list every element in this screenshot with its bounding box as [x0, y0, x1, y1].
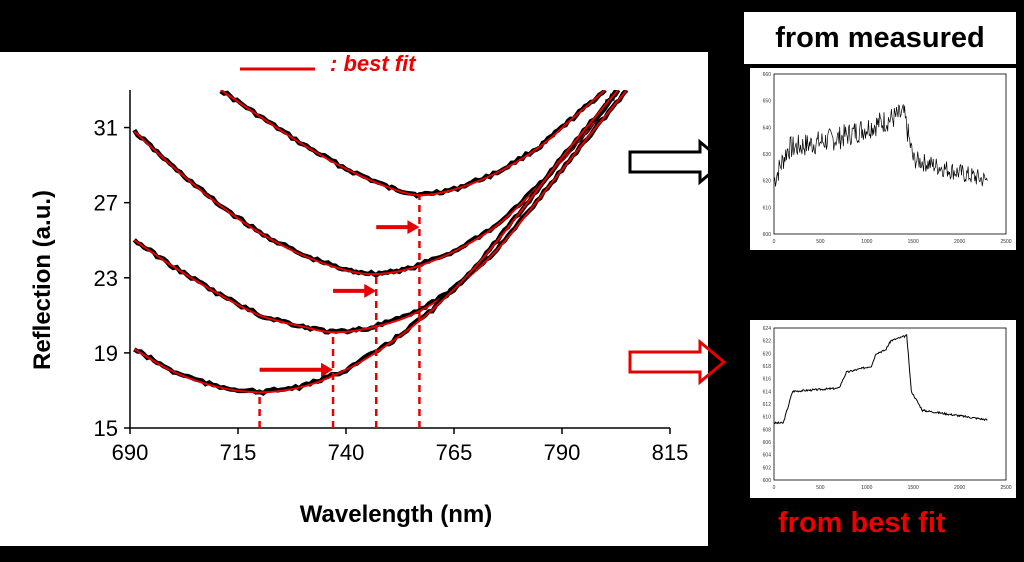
inset-y-tick-label: 608 [763, 427, 772, 433]
inset-measured: 0 500 1000 1500 2000 2500 600 610 620 630 640 650 66… [750, 68, 1016, 250]
inset-y-tick-label: 620 [763, 351, 772, 357]
main-chart-panel: 690 715 740 765 790 815 15 19 23 27 31 : best fit … [0, 52, 708, 546]
x-tick-label: 790 [544, 440, 581, 465]
y-tick-label: 15 [94, 416, 118, 441]
shift-arrow-head-2 [364, 283, 377, 298]
inset-y-tick-label: 624 [763, 326, 772, 332]
inset-plot-frame [773, 73, 1007, 235]
inset-best-fit: 0 500 1000 1500 2000 2500 600 602 604 606 608 610 61… [750, 320, 1016, 498]
y-tick-label: 27 [94, 191, 118, 216]
y-tick-label: 19 [94, 341, 118, 366]
legend-label: : best fit [330, 52, 417, 76]
inset-data-line [773, 104, 988, 187]
inset-x-tick-label: 2500 [1000, 239, 1011, 245]
x-tick-label: 715 [220, 440, 257, 465]
inset-y-tick-label: 610 [763, 205, 772, 211]
inset-x-tick-label: 1000 [861, 485, 872, 491]
x-tick-label: 740 [328, 440, 365, 465]
inset-x-tick-label: 500 [816, 485, 825, 491]
x-tick-label: 815 [652, 440, 689, 465]
inset-y-tick-label: 606 [763, 440, 772, 446]
shift-arrow-head-1 [321, 362, 334, 377]
measured-curve-3 [132, 90, 629, 335]
inset-data-line [773, 334, 988, 425]
x-tick-label: 765 [436, 440, 473, 465]
inset-y-tick-label: 616 [763, 377, 772, 383]
inset-y-tick-label: 614 [763, 389, 772, 395]
inset-y-tick-label: 622 [763, 339, 772, 345]
best-fit-curve-3 [133, 90, 628, 334]
measured-arrow [628, 138, 727, 186]
shift-arrow-head-3 [407, 220, 420, 235]
inset-measured-chart: 0 500 1000 1500 2000 2500 600 610 620 630 640 650 66… [763, 72, 1012, 245]
from-measured-label: from measured [744, 12, 1016, 64]
inset-x-tick-label: 0 [773, 239, 776, 245]
inset-y-tick-label: 620 [763, 179, 772, 185]
inset-x-tick-label: 2000 [954, 239, 965, 245]
best-fit-arrow [628, 338, 727, 386]
measured-curve-4 [133, 90, 621, 397]
y-tick-label: 31 [94, 116, 118, 141]
inset-y-tick-label: 602 [763, 465, 772, 471]
inset-plot-frame [773, 327, 1007, 481]
inset-y-tick-label: 600 [763, 478, 772, 484]
inset-y-tick-label: 618 [763, 364, 772, 370]
inset-x-tick-label: 1000 [861, 239, 872, 245]
x-axis-title: Wavelength (nm) [300, 501, 492, 528]
inset-x-tick-label: 500 [816, 239, 825, 245]
arrow-layer [628, 138, 727, 386]
inset-best-fit-chart: 0 500 1000 1500 2000 2500 600 602 604 606 608 610 61… [763, 326, 1012, 491]
inset-x-tick-label: 2500 [1000, 485, 1011, 491]
inset-y-tick-label: 612 [763, 402, 772, 408]
inset-y-tick-label: 630 [763, 152, 772, 158]
inset-y-tick-label: 640 [763, 125, 772, 131]
x-tick-label: 690 [112, 440, 149, 465]
best-fit-curve-4 [133, 90, 619, 394]
inset-x-tick-label: 1500 [908, 239, 919, 245]
y-tick-label: 23 [94, 266, 118, 291]
inset-y-tick-label: 660 [763, 72, 772, 78]
inset-x-tick-label: 1500 [908, 485, 919, 491]
inset-y-tick-label: 650 [763, 99, 772, 105]
inset-y-tick-label: 610 [763, 415, 772, 421]
from-best-fit-label: from best fit [778, 507, 946, 539]
y-axis-title: Reflection (a.u.) [29, 190, 56, 370]
inset-x-tick-label: 0 [773, 485, 776, 491]
inset-y-tick-label: 600 [763, 232, 772, 238]
inset-x-tick-label: 2000 [954, 485, 965, 491]
inset-y-tick-label: 604 [763, 453, 772, 459]
